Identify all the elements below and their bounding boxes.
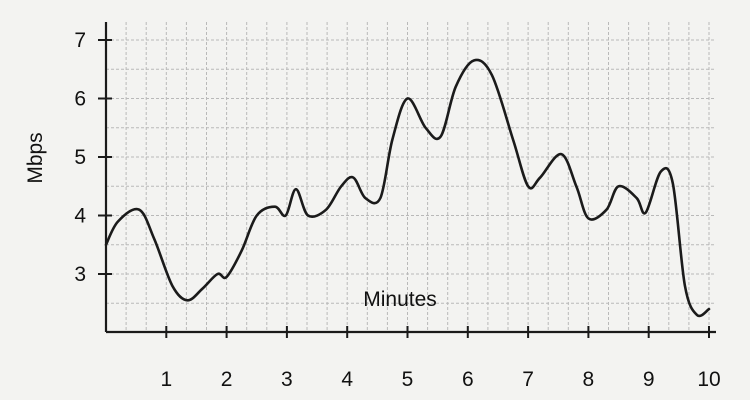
x-tick-label: 8 [583, 368, 595, 391]
grid [106, 22, 716, 332]
axes [104, 22, 716, 334]
x-tick-label: 5 [402, 368, 414, 391]
x-tick-label: 2 [221, 368, 233, 391]
y-tick-label: 7 [74, 29, 86, 52]
y-tick-label: 4 [74, 205, 86, 228]
x-axis-title: Minutes [363, 288, 437, 311]
x-tick-label: 4 [341, 368, 353, 391]
tick-marks [98, 39, 710, 338]
x-tick-label: 9 [643, 368, 655, 391]
x-tick-label: 7 [522, 368, 534, 391]
x-tick-label: 10 [697, 368, 720, 391]
series-line [104, 58, 711, 318]
y-tick-label: 5 [74, 146, 86, 169]
tick-labels: 1 2 3 4 5 6 7 8 9 10 3 4 5 6 7 [74, 29, 720, 391]
x-tick-label: 1 [160, 368, 172, 391]
y-tick-label: 3 [74, 263, 86, 286]
x-tick-label: 6 [462, 368, 474, 391]
y-tick-label: 6 [74, 88, 86, 111]
x-tick-label: 3 [281, 368, 293, 391]
y-axis-title: Mbps [24, 132, 47, 183]
